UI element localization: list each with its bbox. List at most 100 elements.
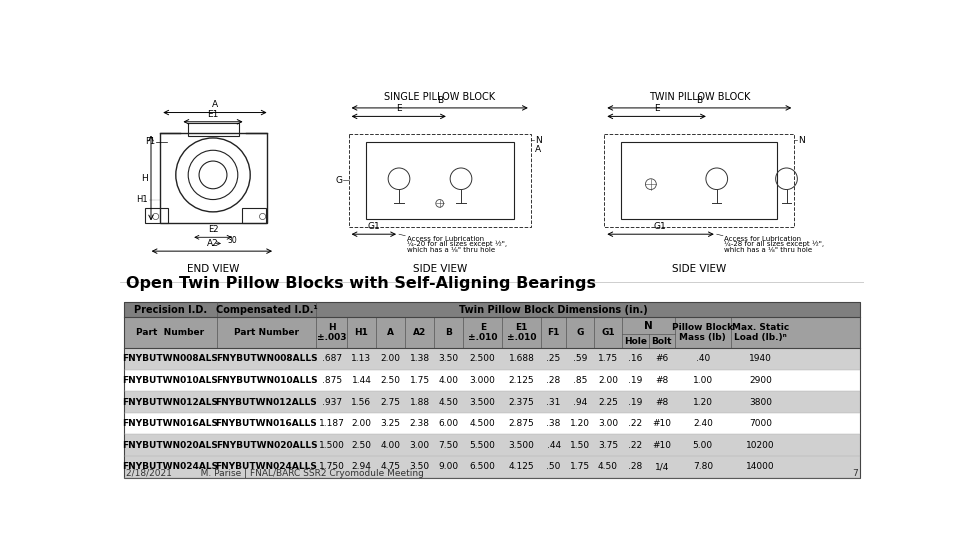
Text: G1: G1 <box>367 222 380 231</box>
Bar <box>124 370 860 392</box>
Text: FNYBUTWN010ALS: FNYBUTWN010ALS <box>123 376 218 385</box>
Text: Compensated I.D.¹: Compensated I.D.¹ <box>216 305 318 315</box>
Text: 1.50: 1.50 <box>570 441 590 450</box>
Text: #6: #6 <box>655 354 668 363</box>
Text: F1: F1 <box>145 137 155 146</box>
Text: #10: #10 <box>652 419 671 428</box>
Text: which has a ⅛" thru hole: which has a ⅛" thru hole <box>725 247 812 253</box>
Text: 1.187: 1.187 <box>319 419 345 428</box>
Text: 4.125: 4.125 <box>509 462 535 471</box>
Text: .19: .19 <box>628 397 642 407</box>
Text: 6.500: 6.500 <box>469 462 495 471</box>
Text: G1: G1 <box>601 328 614 338</box>
Bar <box>366 142 514 219</box>
Text: #8: #8 <box>655 397 668 407</box>
Text: A: A <box>535 145 540 154</box>
Text: .44: .44 <box>546 441 561 450</box>
Text: 7.80: 7.80 <box>693 462 713 471</box>
Text: 2.125: 2.125 <box>509 376 535 385</box>
Text: 3.000: 3.000 <box>469 376 495 385</box>
Text: 3800: 3800 <box>749 397 772 407</box>
Text: Max. Static
Load (lb.)ⁿ: Max. Static Load (lb.)ⁿ <box>732 323 789 342</box>
Text: Open Twin Pillow Blocks with Self-Aligning Bearings: Open Twin Pillow Blocks with Self-Aligni… <box>126 276 596 291</box>
Text: .875: .875 <box>322 376 342 385</box>
Text: .94: .94 <box>573 397 588 407</box>
Text: FNYBUTWN024ALS: FNYBUTWN024ALS <box>122 462 219 471</box>
Text: .40: .40 <box>696 354 710 363</box>
Text: N: N <box>798 136 804 145</box>
Text: 5.00: 5.00 <box>693 441 713 450</box>
Text: .937: .937 <box>322 397 342 407</box>
Text: SINGLE PILLOW BLOCK: SINGLE PILLOW BLOCK <box>384 92 495 102</box>
Text: B: B <box>696 96 703 105</box>
Bar <box>605 134 794 226</box>
Text: 3.75: 3.75 <box>598 441 618 450</box>
Text: N: N <box>535 136 541 145</box>
Text: FNYBUTWN012ALS: FNYBUTWN012ALS <box>122 397 218 407</box>
Text: FNYBUTWN020ALLS: FNYBUTWN020ALLS <box>216 441 318 450</box>
Text: Part Number: Part Number <box>234 328 299 338</box>
Text: G: G <box>335 176 343 185</box>
Text: 9.00: 9.00 <box>439 462 459 471</box>
Text: 1.750: 1.750 <box>319 462 345 471</box>
Text: SIDE VIEW: SIDE VIEW <box>413 264 467 274</box>
Text: H: H <box>141 174 148 183</box>
Text: FNYBUTWN008ALS: FNYBUTWN008ALS <box>123 354 218 363</box>
Text: 2.50: 2.50 <box>380 376 400 385</box>
Text: .28: .28 <box>546 376 561 385</box>
Text: FNYBUTWN008ALLS: FNYBUTWN008ALLS <box>216 354 318 363</box>
Bar <box>124 413 860 434</box>
Text: 1.38: 1.38 <box>410 354 430 363</box>
Text: FNYBUTWN016ALLS: FNYBUTWN016ALLS <box>216 419 318 428</box>
Text: .16: .16 <box>628 354 642 363</box>
Text: ¼-28 for all sizes except ½",: ¼-28 for all sizes except ½", <box>725 241 825 247</box>
Text: H1: H1 <box>354 328 369 338</box>
Text: 2.38: 2.38 <box>410 419 429 428</box>
Text: 3.500: 3.500 <box>509 441 535 450</box>
Text: 1.75: 1.75 <box>570 462 590 471</box>
Bar <box>243 208 266 224</box>
Text: A2: A2 <box>207 239 219 248</box>
Text: E
±.010: E ±.010 <box>468 323 497 342</box>
Text: 3.25: 3.25 <box>380 419 400 428</box>
Bar <box>124 348 860 370</box>
Text: 2.375: 2.375 <box>509 397 535 407</box>
Text: 1.44: 1.44 <box>351 376 372 385</box>
Text: .687: .687 <box>322 354 342 363</box>
Text: E: E <box>396 104 401 113</box>
Text: #8: #8 <box>655 376 668 385</box>
Text: 7000: 7000 <box>749 419 772 428</box>
Text: 1.688: 1.688 <box>509 354 535 363</box>
Text: N: N <box>644 321 653 330</box>
Text: 2.75: 2.75 <box>380 397 400 407</box>
Text: FNYBUTWN016ALS: FNYBUTWN016ALS <box>122 419 218 428</box>
Text: FNYBUTWN012ALLS: FNYBUTWN012ALLS <box>216 397 318 407</box>
Text: 1.20: 1.20 <box>693 397 712 407</box>
Text: .22: .22 <box>628 419 642 428</box>
Text: 6.00: 6.00 <box>439 419 459 428</box>
Text: B: B <box>445 328 452 338</box>
Text: A: A <box>211 100 218 110</box>
Text: 3.500: 3.500 <box>469 397 495 407</box>
Text: 4.50: 4.50 <box>439 397 459 407</box>
Text: .19: .19 <box>628 376 642 385</box>
Text: 3.00: 3.00 <box>598 419 618 428</box>
Text: 3.50: 3.50 <box>410 462 430 471</box>
Text: 2.25: 2.25 <box>598 397 618 407</box>
Text: ¼-20 for all sizes except ½",: ¼-20 for all sizes except ½", <box>407 241 507 247</box>
Text: Access for Lubrication: Access for Lubrication <box>725 236 802 242</box>
Text: 30: 30 <box>227 236 237 245</box>
Text: 2.00: 2.00 <box>380 354 400 363</box>
Text: .22: .22 <box>628 441 642 450</box>
Text: 4.00: 4.00 <box>439 376 459 385</box>
Text: 1.00: 1.00 <box>693 376 713 385</box>
Text: 4.50: 4.50 <box>598 462 618 471</box>
Text: E2: E2 <box>207 225 218 234</box>
Text: #10: #10 <box>652 441 671 450</box>
Text: 4.500: 4.500 <box>469 419 495 428</box>
Text: 1.56: 1.56 <box>351 397 372 407</box>
Text: Twin Pillow Block Dimensions (in.): Twin Pillow Block Dimensions (in.) <box>459 305 648 315</box>
Text: H1: H1 <box>136 195 148 204</box>
Text: .31: .31 <box>546 397 561 407</box>
Bar <box>124 434 860 456</box>
